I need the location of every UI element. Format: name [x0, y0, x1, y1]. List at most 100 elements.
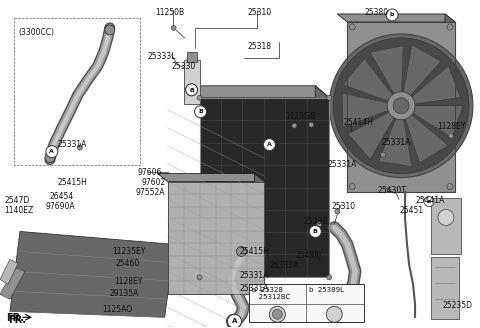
- Text: 25415H: 25415H: [240, 247, 269, 256]
- Text: 25430T: 25430T: [377, 186, 406, 195]
- Polygon shape: [347, 22, 455, 192]
- Polygon shape: [0, 259, 18, 284]
- Text: 1125AO: 1125AO: [102, 305, 132, 314]
- Text: 25235D: 25235D: [443, 301, 473, 310]
- Text: 25336: 25336: [303, 217, 327, 227]
- Circle shape: [349, 24, 355, 30]
- Text: 97606: 97606: [138, 168, 162, 176]
- Text: 26454: 26454: [50, 192, 74, 200]
- Polygon shape: [379, 112, 412, 167]
- Text: A: A: [267, 142, 272, 147]
- Text: A: A: [49, 149, 54, 154]
- Circle shape: [393, 98, 409, 114]
- Circle shape: [105, 25, 115, 35]
- Circle shape: [349, 184, 355, 190]
- Circle shape: [237, 246, 246, 256]
- Polygon shape: [445, 14, 455, 192]
- Polygon shape: [168, 182, 264, 294]
- Text: 25331A: 25331A: [327, 160, 357, 169]
- Text: 97602: 97602: [142, 177, 166, 187]
- Polygon shape: [157, 174, 264, 182]
- Polygon shape: [403, 111, 448, 163]
- Circle shape: [292, 123, 297, 128]
- Circle shape: [329, 34, 473, 177]
- Polygon shape: [343, 93, 394, 127]
- Circle shape: [317, 222, 322, 227]
- Text: 25441A: 25441A: [415, 195, 444, 205]
- Circle shape: [194, 106, 206, 118]
- Circle shape: [228, 314, 241, 328]
- Text: 25414H: 25414H: [343, 118, 373, 127]
- Circle shape: [448, 133, 454, 138]
- Polygon shape: [337, 14, 455, 22]
- Polygon shape: [315, 86, 329, 277]
- Circle shape: [186, 84, 198, 96]
- Circle shape: [229, 317, 238, 325]
- Text: a: a: [427, 199, 431, 204]
- Circle shape: [447, 24, 453, 30]
- Polygon shape: [431, 257, 459, 319]
- Circle shape: [387, 92, 415, 120]
- Text: 25310: 25310: [248, 8, 272, 17]
- Text: 25331A: 25331A: [240, 271, 269, 280]
- Circle shape: [309, 122, 314, 127]
- Text: A: A: [232, 318, 237, 324]
- Text: 2547D: 2547D: [4, 195, 29, 205]
- Circle shape: [45, 153, 55, 163]
- Text: 25318: 25318: [248, 42, 272, 51]
- Text: 25380: 25380: [364, 8, 388, 17]
- Text: 11235EY: 11235EY: [112, 247, 145, 256]
- Polygon shape: [407, 66, 460, 105]
- Polygon shape: [0, 267, 25, 299]
- Text: 97690A: 97690A: [46, 201, 75, 211]
- Polygon shape: [407, 106, 463, 137]
- Text: 25310: 25310: [331, 201, 355, 211]
- Circle shape: [269, 306, 285, 322]
- Circle shape: [309, 225, 321, 237]
- Text: 25333L: 25333L: [148, 52, 176, 61]
- Text: 25488J: 25488J: [295, 252, 322, 260]
- Circle shape: [227, 314, 240, 328]
- Text: B: B: [313, 229, 318, 234]
- Circle shape: [171, 26, 176, 31]
- Polygon shape: [10, 232, 175, 317]
- Text: FR.: FR.: [8, 315, 26, 325]
- Circle shape: [327, 95, 332, 100]
- Polygon shape: [186, 86, 329, 98]
- Circle shape: [386, 9, 398, 21]
- Circle shape: [272, 309, 282, 319]
- Text: 1128EY: 1128EY: [437, 122, 466, 131]
- Circle shape: [381, 152, 385, 157]
- Polygon shape: [183, 60, 200, 104]
- Text: FR.: FR.: [6, 313, 24, 323]
- Circle shape: [326, 306, 342, 322]
- Text: 26331A: 26331A: [269, 261, 299, 270]
- Polygon shape: [431, 197, 461, 255]
- Text: 25451: 25451: [399, 206, 423, 215]
- Text: 97552A: 97552A: [136, 188, 165, 196]
- Text: 25330: 25330: [172, 62, 196, 71]
- Polygon shape: [348, 109, 397, 159]
- Circle shape: [77, 145, 83, 150]
- Text: (3300CC): (3300CC): [18, 28, 54, 37]
- Text: 25460: 25460: [116, 259, 140, 268]
- Text: 25331A: 25331A: [58, 140, 87, 149]
- Polygon shape: [200, 98, 329, 277]
- Circle shape: [333, 38, 469, 174]
- Polygon shape: [187, 52, 196, 62]
- Text: 25331A: 25331A: [381, 138, 410, 147]
- Circle shape: [267, 142, 272, 147]
- Text: b  25389L: b 25389L: [309, 287, 344, 293]
- Circle shape: [197, 95, 202, 100]
- Circle shape: [438, 210, 454, 225]
- Polygon shape: [254, 174, 264, 294]
- Text: 1140EZ: 1140EZ: [4, 206, 33, 215]
- Text: 25331A: 25331A: [240, 284, 269, 293]
- Circle shape: [424, 196, 434, 207]
- Text: 1128EY: 1128EY: [114, 277, 142, 286]
- Text: a  25328: a 25328: [252, 287, 283, 293]
- Polygon shape: [250, 284, 364, 322]
- Text: 11250B: 11250B: [156, 8, 185, 17]
- Circle shape: [327, 275, 332, 280]
- Text: 29135A: 29135A: [110, 289, 139, 298]
